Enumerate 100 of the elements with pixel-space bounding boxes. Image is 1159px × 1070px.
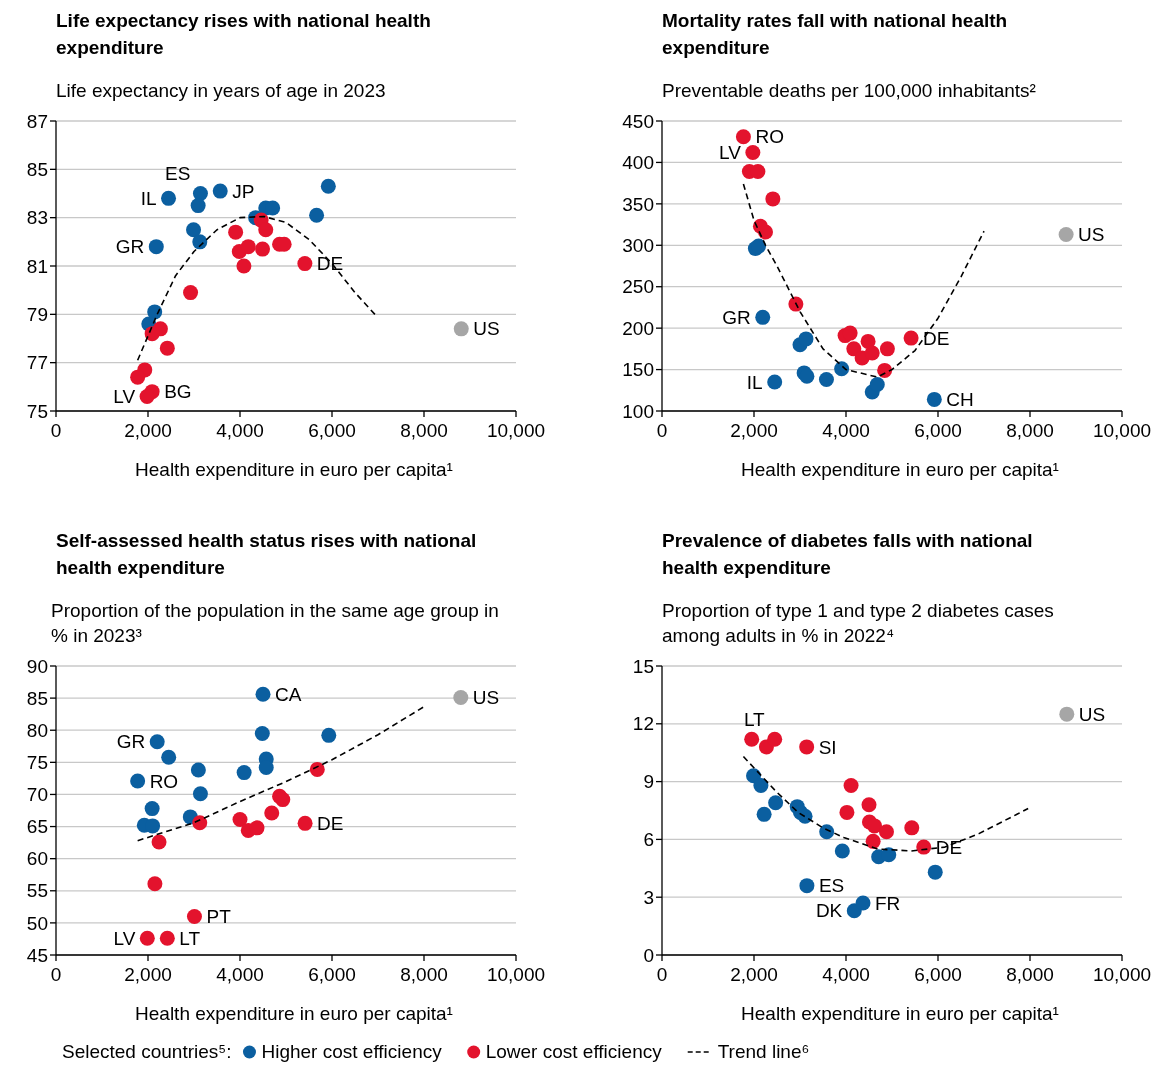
annotation: GR	[116, 731, 146, 753]
x-tick-label: 2,000	[730, 420, 778, 441]
x-axis-title: Health expenditure in euro per capita¹	[741, 459, 1059, 480]
x-tick-label: 8,000	[1006, 964, 1054, 985]
x-tick-label: 8,000	[400, 420, 448, 441]
annotation: DE	[923, 327, 950, 349]
x-axis-title: Health expenditure in euro per capita¹	[135, 459, 453, 480]
y-tick-label: 81	[26, 255, 48, 277]
annotation: RO	[149, 770, 179, 792]
chart-title: Prevalence of diabetes falls with national health expenditure	[662, 530, 1033, 578]
annotation: US	[1078, 224, 1105, 246]
y-tick-label: 6	[643, 829, 654, 851]
y-tick-label: 0	[643, 944, 654, 966]
x-tick-label: 8,000	[400, 964, 448, 985]
x-tick-label: 10,000	[486, 420, 546, 441]
y-tick-label: 9	[643, 771, 654, 793]
y-tick-label: 75	[26, 400, 48, 422]
x-tick-label: 4,000	[822, 964, 870, 985]
x-axis-title: Health expenditure in euro per capita¹	[741, 1003, 1059, 1024]
y-tick-label: 60	[26, 848, 48, 870]
annotation: DE	[317, 812, 344, 834]
annotation: GR	[115, 236, 145, 258]
x-tick-label: 0	[50, 964, 62, 985]
x-tick-label: 4,000	[216, 420, 264, 441]
y-tick-label: 79	[26, 303, 48, 325]
y-tick-label: 85	[26, 158, 48, 180]
x-axis-title: Health expenditure in euro per capita¹	[135, 1003, 453, 1024]
y-tick-label: 45	[26, 944, 48, 966]
annotation: PT	[206, 906, 232, 928]
annotation: LV	[113, 386, 136, 408]
annotation: DE	[935, 836, 963, 858]
y-tick-label: 50	[26, 912, 48, 934]
y-tick-label: 87	[26, 110, 48, 132]
y-tick-label: 3	[643, 886, 654, 908]
chart-title: Self-assessed health status rises with national health expenditure	[56, 530, 477, 578]
y-tick-label: 70	[26, 784, 48, 806]
annotation: US	[1078, 703, 1106, 725]
annotation: LV	[113, 927, 136, 949]
y-tick-label: 80	[26, 719, 48, 741]
annotation: CA	[275, 683, 302, 705]
x-tick-label: 10,000	[1092, 420, 1152, 441]
annotation: JP	[232, 180, 255, 202]
annotation: SI	[818, 736, 837, 758]
annotation: IL	[140, 187, 157, 209]
y-tick-label: 77	[26, 352, 48, 374]
annotation: US	[473, 318, 500, 340]
x-tick-label: 0	[50, 420, 62, 441]
y-tick-label: 55	[26, 880, 48, 902]
x-tick-label: 2,000	[124, 964, 172, 985]
y-tick-label: 90	[26, 655, 48, 677]
chart-title: Mortality rates fall with national health expenditure	[662, 10, 1008, 58]
x-tick-label: 2,000	[730, 964, 778, 985]
y-tick-label: 83	[26, 207, 48, 229]
chart-subtitle: Life expectancy in years of age in 2023	[56, 80, 386, 101]
annotation: IL	[746, 371, 763, 393]
annotation: DE	[316, 253, 344, 275]
y-tick-label: 450	[622, 110, 654, 132]
annotation: ES	[165, 163, 191, 185]
annotation: GR	[722, 307, 751, 329]
x-tick-label: 10,000	[486, 964, 546, 985]
annotation: RO	[755, 126, 784, 148]
x-tick-label: 6,000	[308, 420, 356, 441]
y-tick-label: 15	[632, 655, 654, 677]
annotation: LT	[743, 708, 766, 730]
chart-subtitle: Proportion of the population in the same age group in % in 2023³	[51, 600, 499, 646]
x-tick-label: 4,000	[216, 964, 264, 985]
y-tick-label: 400	[622, 152, 654, 174]
y-tick-label: 300	[622, 234, 654, 256]
annotation: US	[472, 687, 500, 709]
x-tick-label: 0	[656, 964, 668, 985]
annotation: FR	[875, 892, 901, 914]
x-tick-label: 4,000	[822, 420, 870, 441]
x-tick-label: 2,000	[124, 420, 172, 441]
legend-label: Higher cost efficiency	[261, 1041, 443, 1062]
annotation: LT	[179, 927, 201, 949]
x-tick-label: 6,000	[308, 964, 356, 985]
x-tick-label: 8,000	[1006, 420, 1054, 441]
y-tick-label: 75	[26, 751, 48, 773]
x-tick-label: 10,000	[1092, 964, 1152, 985]
y-tick-label: 85	[26, 687, 48, 709]
y-tick-label: 65	[26, 816, 48, 838]
chart-subtitle: Proportion of type 1 and type 2 diabetes cases among adults in % in 2022⁴	[662, 600, 1054, 646]
legend-label: Lower cost efficiency	[485, 1041, 663, 1062]
y-tick-label: 350	[622, 193, 654, 215]
x-tick-label: 0	[656, 420, 668, 441]
chart-subtitle: Preventable deaths per 100,000 inhabitants²	[662, 80, 1036, 101]
annotation: LV	[719, 142, 742, 164]
chart-title: Life expectancy rises with national health expenditure	[56, 10, 431, 58]
x-tick-label: 6,000	[914, 964, 962, 985]
y-tick-label: 12	[632, 713, 654, 735]
legend-label: Trend line⁶	[717, 1041, 810, 1062]
y-tick-label: 250	[622, 276, 654, 298]
annotation: CH	[946, 389, 974, 411]
y-tick-label: 100	[622, 400, 654, 422]
annotation: DK	[815, 900, 843, 922]
x-tick-label: 6,000	[914, 420, 962, 441]
y-tick-label: 150	[622, 359, 654, 381]
y-tick-label: 200	[622, 317, 654, 339]
annotation: ES	[818, 875, 845, 897]
legend-title: Selected countries⁵:	[62, 1041, 232, 1062]
